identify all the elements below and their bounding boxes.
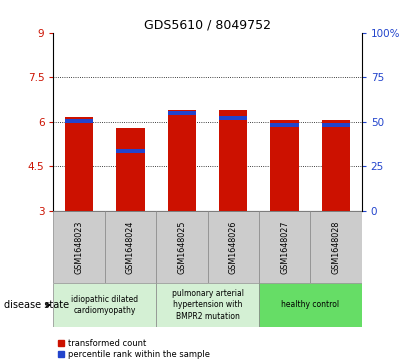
Text: GSM1648024: GSM1648024 (126, 220, 135, 274)
Text: pulmonary arterial
hypertension with
BMPR2 mutation: pulmonary arterial hypertension with BMP… (171, 289, 244, 321)
Text: GSM1648023: GSM1648023 (75, 220, 83, 274)
Text: GSM1648026: GSM1648026 (229, 220, 238, 274)
Bar (322, 123, 350, 127)
Text: disease state: disease state (4, 300, 69, 310)
Bar (65, 119, 93, 123)
Bar (53, 211, 105, 283)
Bar (116, 127, 145, 211)
Text: GSM1648028: GSM1648028 (332, 220, 340, 274)
Bar (65, 117, 93, 211)
Title: GDS5610 / 8049752: GDS5610 / 8049752 (144, 19, 271, 32)
Legend: transformed count, percentile rank within the sample: transformed count, percentile rank withi… (58, 339, 210, 359)
FancyArrowPatch shape (46, 303, 50, 307)
Bar (219, 116, 247, 120)
Bar (105, 211, 156, 283)
Bar (322, 120, 350, 211)
Bar (208, 211, 259, 283)
Text: GSM1648027: GSM1648027 (280, 220, 289, 274)
Bar (219, 110, 247, 211)
Bar (259, 283, 362, 327)
Text: idiopathic dilated
cardiomyopathy: idiopathic dilated cardiomyopathy (71, 295, 139, 315)
Bar (270, 123, 299, 127)
Bar (53, 283, 156, 327)
Bar (168, 110, 196, 211)
Bar (310, 211, 362, 283)
Text: healthy control: healthy control (281, 301, 339, 309)
Bar (168, 111, 196, 115)
Text: GSM1648025: GSM1648025 (178, 220, 186, 274)
Bar (259, 211, 310, 283)
Bar (270, 119, 299, 211)
Bar (156, 211, 208, 283)
Bar (156, 283, 259, 327)
Bar (116, 149, 145, 152)
